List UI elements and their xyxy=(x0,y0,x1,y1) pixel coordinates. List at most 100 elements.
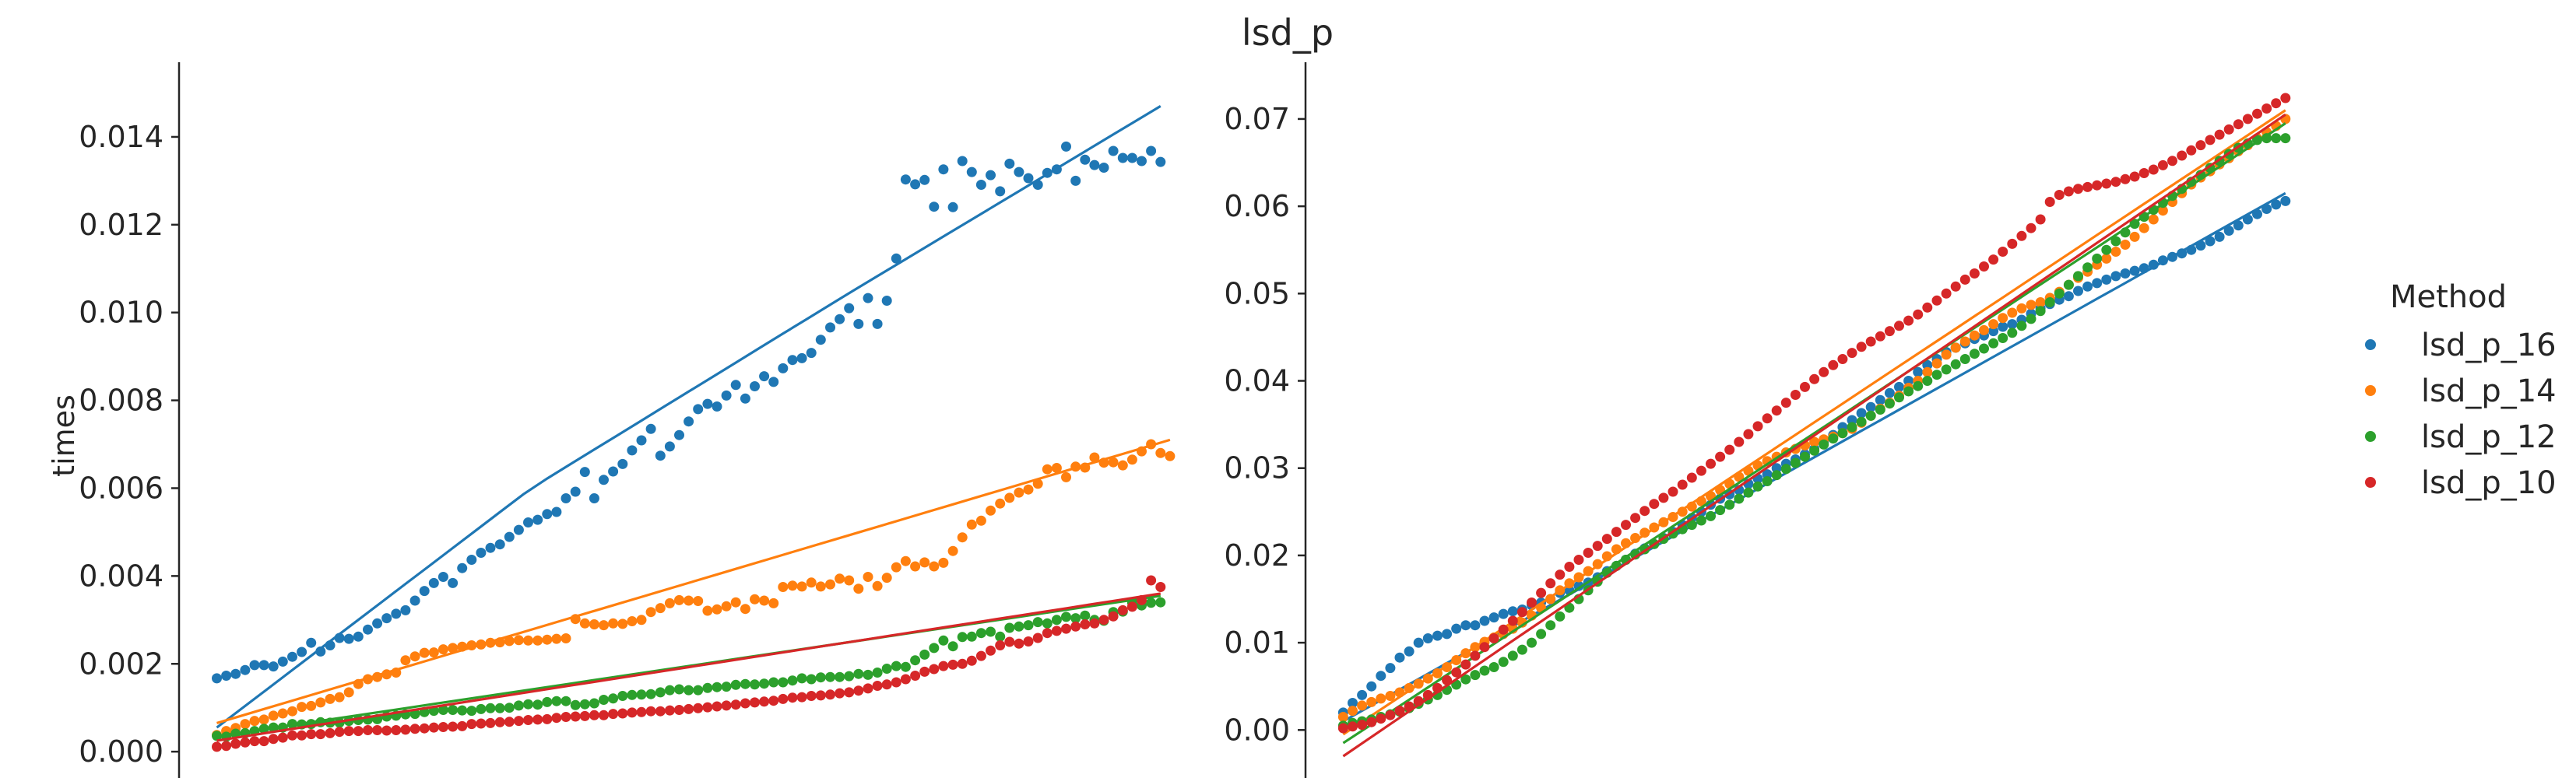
point-lsd_p_16 xyxy=(806,348,817,359)
point-lsd_p_16 xyxy=(759,371,770,382)
point-lsd_p_12 xyxy=(881,664,892,674)
point-lsd_p_10 xyxy=(1545,578,1556,589)
point-lsd_p_12 xyxy=(750,679,760,690)
point-lsd_p_14 xyxy=(1404,682,1415,693)
point-lsd_p_10 xyxy=(1394,706,1405,717)
legend-marker-lsd_p_16 xyxy=(2365,339,2376,350)
point-lsd_p_16 xyxy=(579,467,590,478)
point-lsd_p_10 xyxy=(532,714,543,725)
point-lsd_p_14 xyxy=(1931,358,1942,369)
point-lsd_p_16 xyxy=(617,458,628,469)
point-lsd_p_10 xyxy=(2280,93,2291,103)
point-lsd_p_10 xyxy=(2073,184,2083,194)
point-lsd_p_12 xyxy=(2120,227,2131,238)
point-lsd_p_10 xyxy=(1819,366,1829,377)
point-lsd_p_12 xyxy=(702,682,713,693)
point-lsd_p_12 xyxy=(655,687,666,698)
point-lsd_p_10 xyxy=(645,706,656,717)
point-lsd_p_16 xyxy=(589,493,599,503)
point-lsd_p_14 xyxy=(721,601,732,612)
point-lsd_p_10 xyxy=(1032,633,1043,643)
point-lsd_p_16 xyxy=(1051,164,1062,175)
point-lsd_p_10 xyxy=(1137,594,1147,605)
point-lsd_p_16 xyxy=(343,633,354,644)
point-lsd_p_14 xyxy=(825,579,835,590)
point-lsd_p_16 xyxy=(2157,255,2168,266)
point-lsd_p_14 xyxy=(1451,655,1462,665)
point-lsd_p_12 xyxy=(2054,288,2065,299)
point-lsd_p_12 xyxy=(1042,618,1053,629)
point-lsd_p_14 xyxy=(532,635,543,646)
point-lsd_p_12 xyxy=(1460,674,1471,685)
point-lsd_p_10 xyxy=(2167,156,2177,166)
point-lsd_p_10 xyxy=(1894,321,1904,331)
point-lsd_p_16 xyxy=(910,179,921,190)
point-lsd_p_14 xyxy=(551,633,562,644)
point-lsd_p_16 xyxy=(485,542,496,553)
point-lsd_p_12 xyxy=(1032,617,1043,628)
point-lsd_p_10 xyxy=(1470,650,1481,661)
point-lsd_p_14 xyxy=(1809,436,1820,447)
point-lsd_p_14 xyxy=(617,619,628,629)
point-lsd_p_14 xyxy=(815,581,826,592)
point-lsd_p_10 xyxy=(428,722,439,733)
point-lsd_p_10 xyxy=(664,705,675,716)
point-lsd_p_16 xyxy=(1451,623,1462,634)
point-lsd_p_12 xyxy=(1894,392,1904,403)
point-lsd_p_16 xyxy=(277,656,288,667)
point-lsd_p_12 xyxy=(287,719,297,730)
point-lsd_p_14 xyxy=(306,700,317,711)
point-lsd_p_16 xyxy=(258,660,269,671)
point-lsd_p_12 xyxy=(919,649,930,660)
point-lsd_p_12 xyxy=(2252,135,2262,145)
point-lsd_p_12 xyxy=(1771,470,1782,481)
point-lsd_p_14 xyxy=(2157,205,2168,216)
point-lsd_p_16 xyxy=(1998,321,2008,332)
point-lsd_p_16 xyxy=(1108,145,1119,156)
point-lsd_p_14 xyxy=(381,669,392,680)
point-lsd_p_16 xyxy=(787,355,798,366)
point-lsd_p_14 xyxy=(2110,247,2121,257)
point-lsd_p_14 xyxy=(363,674,373,685)
point-lsd_p_14 xyxy=(2120,240,2131,250)
point-lsd_p_14 xyxy=(1108,457,1119,468)
point-lsd_p_14 xyxy=(428,647,439,658)
point-lsd_p_16 xyxy=(1348,698,1358,708)
point-lsd_p_14 xyxy=(240,719,251,730)
point-lsd_p_12 xyxy=(645,689,656,699)
point-lsd_p_14 xyxy=(768,598,779,608)
point-lsd_p_16 xyxy=(919,174,930,185)
point-lsd_p_16 xyxy=(929,202,940,212)
point-lsd_p_12 xyxy=(2016,321,2027,331)
point-lsd_p_10 xyxy=(2157,159,2168,170)
point-lsd_p_10 xyxy=(1998,247,2008,257)
y-tick-label: 0.006 xyxy=(79,471,163,505)
point-lsd_p_10 xyxy=(721,700,732,711)
point-lsd_p_12 xyxy=(589,698,599,709)
point-lsd_p_12 xyxy=(796,673,807,684)
point-lsd_p_12 xyxy=(1545,620,1556,631)
point-lsd_p_16 xyxy=(372,618,383,629)
point-lsd_p_14 xyxy=(1470,642,1481,653)
point-lsd_p_14 xyxy=(1686,501,1697,512)
point-lsd_p_10 xyxy=(712,701,722,712)
regression-line-lsd_p_16 xyxy=(216,105,1161,729)
point-lsd_p_10 xyxy=(2195,140,2206,151)
point-lsd_p_14 xyxy=(910,561,921,572)
point-lsd_p_10 xyxy=(881,679,892,690)
point-lsd_p_16 xyxy=(986,170,996,180)
point-lsd_p_14 xyxy=(1696,496,1706,506)
point-lsd_p_10 xyxy=(1658,492,1669,503)
point-lsd_p_16 xyxy=(2186,244,2197,255)
point-lsd_p_10 xyxy=(900,674,911,685)
point-lsd_p_10 xyxy=(2214,129,2225,140)
point-lsd_p_10 xyxy=(1385,710,1396,720)
point-lsd_p_12 xyxy=(485,703,496,713)
point-lsd_p_14 xyxy=(438,644,448,655)
point-lsd_p_12 xyxy=(1516,644,1527,655)
point-lsd_p_14 xyxy=(806,577,817,588)
point-lsd_p_16 xyxy=(1376,671,1386,682)
point-lsd_p_10 xyxy=(1507,615,1518,626)
point-lsd_p_12 xyxy=(1507,650,1518,661)
point-lsd_p_10 xyxy=(297,730,308,741)
